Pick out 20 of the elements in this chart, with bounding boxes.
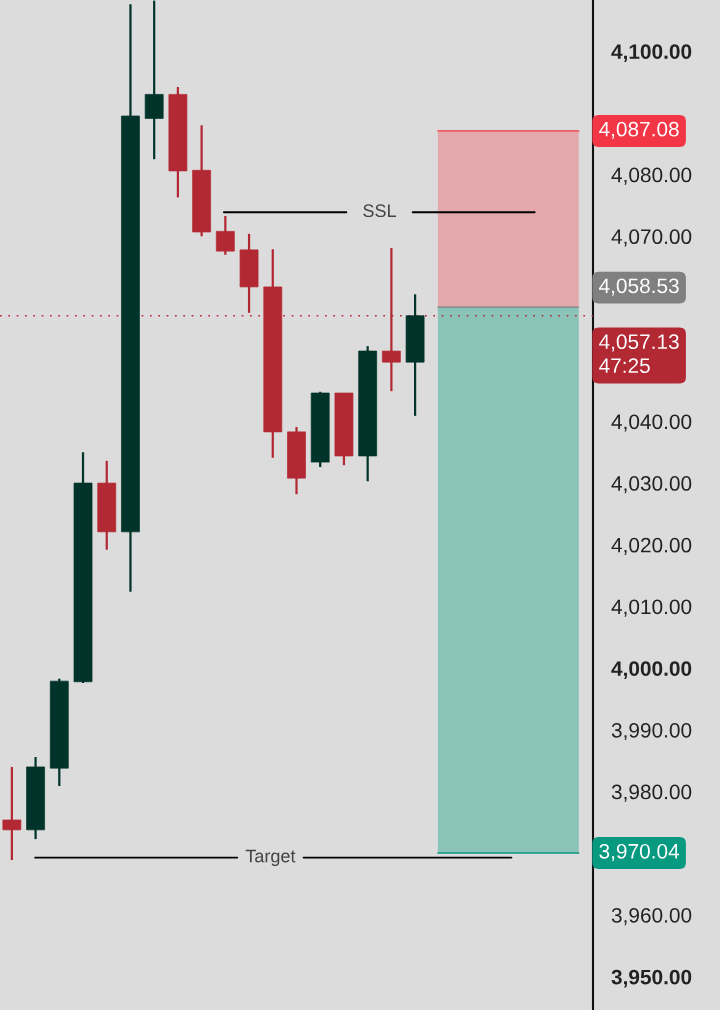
candlestick	[215, 214, 235, 256]
y-tick-label: 4,000.00	[611, 661, 692, 679]
ref-line-label: 4,057.13 47:25	[599, 334, 679, 374]
y-tick-label: 4,030.00	[611, 476, 692, 494]
y-tick-label: 3,990.00	[611, 722, 692, 741]
ref-line-label: Target	[245, 849, 296, 867]
y-tick-label: 4,100.00	[611, 44, 692, 62]
y-tick-label: 3,950.00	[611, 969, 692, 988]
y-tick-label: 4,070.00	[611, 229, 692, 247]
y-tick-label: 4,080.00	[611, 167, 692, 185]
y-tick-label: 4,010.00	[611, 599, 692, 617]
candlestick	[2, 765, 22, 862]
ref-line-label: SSL	[363, 204, 396, 218]
y-tick-label: 4,040.00	[611, 414, 692, 432]
y-tick-label: 3,960.00	[611, 907, 692, 926]
ref-line-label: 3,970.04	[599, 843, 680, 862]
y-tick-label: 3,980.00	[611, 784, 692, 802]
ref-line-label: 4,087.08	[599, 121, 679, 139]
y-tick-label: 4,020.00	[611, 537, 692, 556]
ref-line-label: 4,058.53	[599, 278, 679, 296]
